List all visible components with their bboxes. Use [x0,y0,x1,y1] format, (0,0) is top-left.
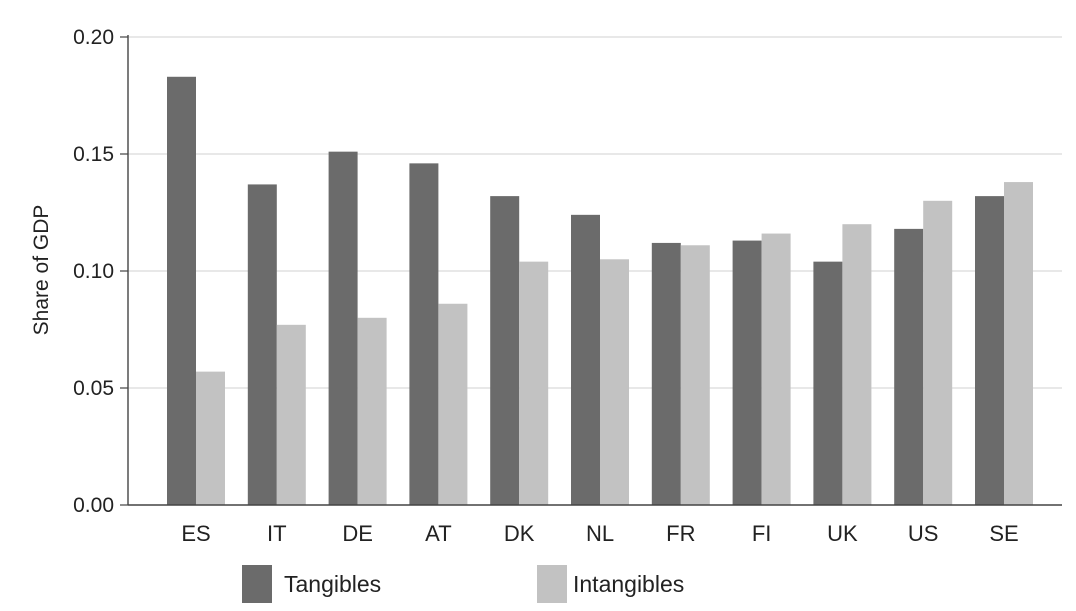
x-category-labels: ES IT DE AT DK NL FR FI UK US SE [181,521,1018,546]
bar-intangibles-dk [519,261,549,505]
y-tick-label: 0.15 [73,143,114,166]
y-tick-label: 0.05 [73,377,114,400]
bar-intangibles-de [357,317,387,505]
x-category-label: UK [827,521,858,546]
bar-intangibles-fi [761,233,791,505]
bar-tangibles-us [894,228,924,505]
x-category-label: FI [752,521,772,546]
bar-tangibles-nl [571,214,600,505]
x-category-label: NL [586,521,614,546]
y-axis-title: Share of GDP [30,205,53,336]
bar-tangibles-uk [813,261,843,505]
bar-intangibles-fr [680,245,710,505]
legend-label-tangibles: Tangibles [284,571,381,597]
y-tick-label: 0.10 [73,260,114,283]
bar-tangibles-se [975,196,1004,505]
legend: Tangibles Intangibles [242,565,684,603]
y-tick-label: 0.00 [73,494,114,517]
bar-intangibles-nl [600,259,629,505]
legend-swatch-tangibles [242,565,272,603]
axes [120,35,1062,506]
x-category-label: FR [666,521,695,546]
bars [167,76,1033,506]
bar-tangibles-es [167,76,196,505]
bar-intangibles-es [196,371,225,505]
x-category-label: IT [267,521,287,546]
legend-label-intangibles: Intangibles [573,571,684,597]
bar-tangibles-fr [651,242,681,506]
y-tick-labels: 0.00 0.05 0.10 0.15 0.20 [73,26,114,517]
x-category-label: DK [504,521,535,546]
bar-tangibles-it [247,184,277,506]
bar-intangibles-uk [842,224,872,505]
legend-swatch-intangibles [537,565,567,603]
bar-tangibles-fi [732,240,762,505]
bar-intangibles-at [438,303,468,505]
bar-tangibles-de [328,151,358,505]
bar-intangibles-se [1004,182,1033,505]
x-category-label: AT [425,521,451,546]
bar-tangibles-dk [490,196,520,505]
bar-intangibles-it [276,324,306,505]
x-category-label: DE [342,521,373,546]
x-category-label: US [908,521,939,546]
y-tick-label: 0.20 [73,26,114,49]
bar-intangibles-us [923,200,953,506]
x-category-label: SE [989,521,1018,546]
bar-tangibles-at [409,163,439,506]
x-category-label: ES [181,521,210,546]
